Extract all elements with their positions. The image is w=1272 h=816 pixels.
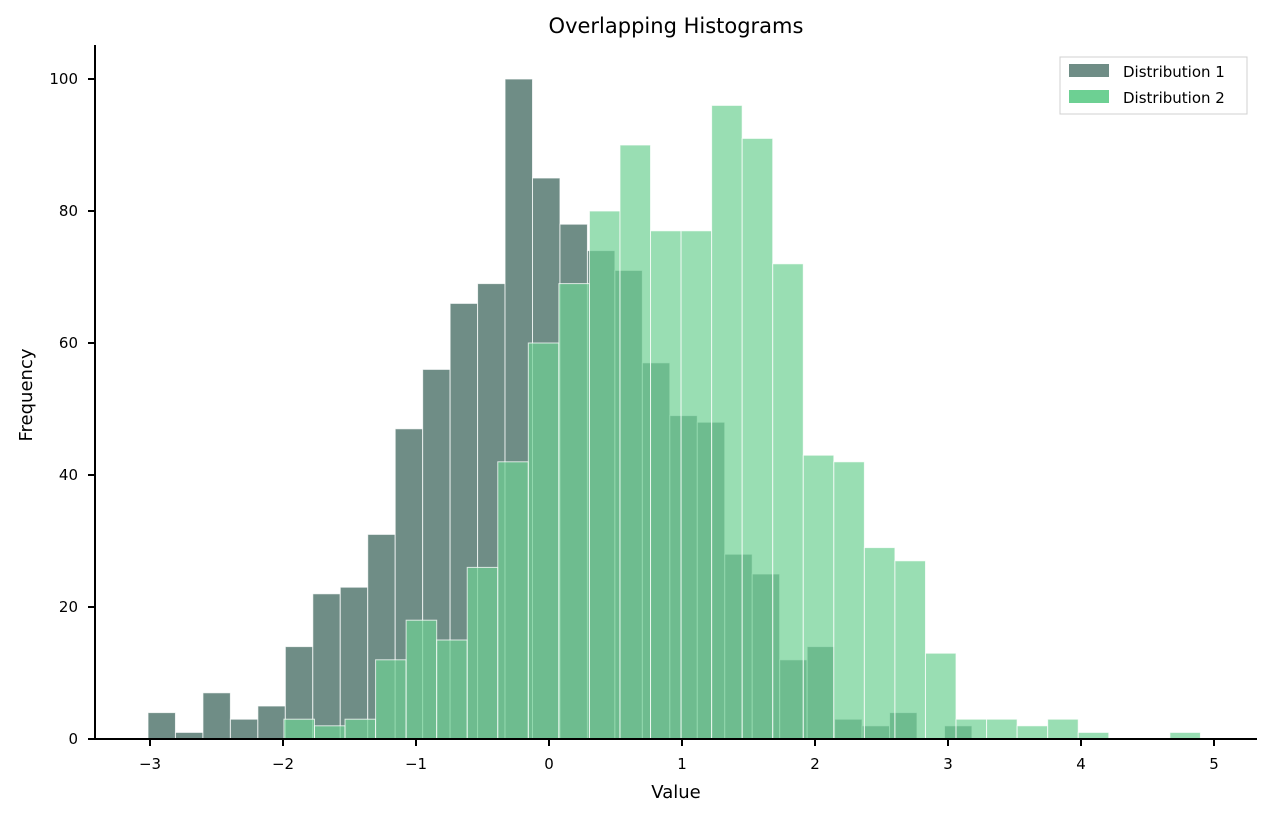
y-tick-label: 100	[49, 70, 78, 88]
y-tick-label: 60	[59, 334, 78, 352]
legend-swatch-distribution-1	[1069, 64, 1109, 77]
x-tick-label: 2	[810, 755, 820, 773]
chart-title: Overlapping Histograms	[549, 14, 804, 38]
histogram-bar	[202, 692, 231, 740]
histogram-bar	[1047, 718, 1079, 740]
x-tick-label: 1	[677, 755, 687, 773]
axes	[94, 45, 1257, 740]
histogram-bar	[313, 725, 346, 740]
histogram-bar	[1016, 725, 1049, 740]
histogram-bar	[924, 652, 957, 740]
y-tick-label: 20	[59, 598, 78, 616]
y-ticks: 0 20 40 60 80 100	[49, 70, 95, 748]
x-tick-label: −1	[405, 755, 427, 773]
histogram-bar	[527, 342, 560, 740]
histogram-bar	[741, 137, 774, 740]
legend-frame	[1059, 56, 1248, 115]
y-tick-label: 0	[68, 730, 78, 748]
x-tick-label: −3	[139, 755, 161, 773]
histogram-bar	[405, 619, 438, 740]
histogram-bar	[344, 718, 377, 740]
histogram-bar	[619, 144, 652, 740]
x-tick-label: −2	[272, 755, 294, 773]
x-tick-label: 0	[544, 755, 554, 773]
histogram-bar	[312, 593, 341, 740]
bars-layer	[147, 78, 1201, 740]
histogram-bar	[802, 454, 835, 740]
histogram-bar	[375, 659, 407, 740]
x-ticks: −3 −2 −1 0 1 2 3 4 5	[139, 739, 1219, 773]
x-tick-label: 3	[943, 755, 953, 773]
x-tick-label: 4	[1076, 755, 1086, 773]
histogram-bar	[229, 718, 259, 740]
histogram-bar	[650, 230, 682, 740]
histogram-bar	[436, 639, 468, 740]
x-axis-label: Value	[651, 782, 700, 803]
histogram-bar	[497, 461, 529, 740]
histogram-bar	[283, 718, 315, 740]
x-tick-label: 5	[1209, 755, 1219, 773]
histogram-bar	[680, 230, 713, 740]
legend-swatch-distribution-2	[1069, 90, 1109, 103]
y-tick-label: 40	[59, 466, 78, 484]
histogram-bar	[894, 560, 926, 740]
histogram-bar	[833, 461, 865, 740]
histogram-bar	[772, 263, 804, 740]
histogram-bar	[711, 104, 743, 740]
y-axis-label: Frequency	[16, 348, 37, 441]
histogram-bar	[466, 566, 499, 740]
y-tick-label: 80	[59, 202, 78, 220]
histogram-bar	[955, 718, 988, 740]
series-2	[283, 104, 1201, 740]
histogram-bar	[863, 547, 896, 740]
legend-label-distribution-1: Distribution 1	[1123, 63, 1225, 81]
histogram-bar	[558, 283, 590, 740]
histogram-bar	[588, 210, 621, 740]
legend: Distribution 1 Distribution 2	[1059, 56, 1248, 115]
histogram-bar	[339, 586, 369, 740]
histogram-bar	[257, 705, 286, 740]
histogram-bar	[147, 712, 176, 740]
histogram-bar	[986, 718, 1018, 740]
legend-label-distribution-2: Distribution 2	[1123, 89, 1225, 107]
